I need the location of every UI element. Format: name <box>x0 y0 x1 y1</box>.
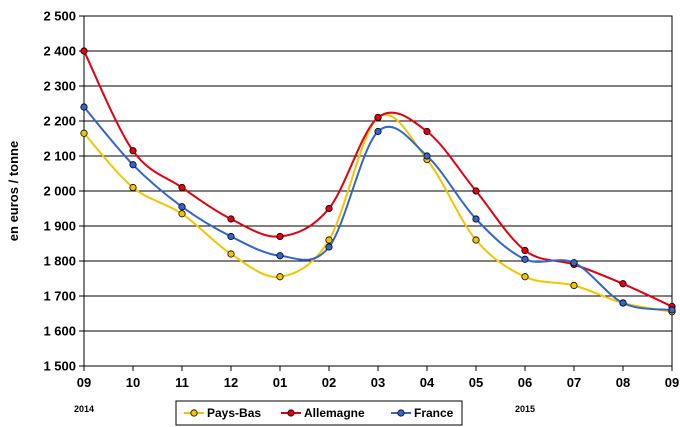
x-tick-label: 02 <box>322 375 336 390</box>
x-tick-label: 05 <box>469 375 483 390</box>
y-tick-label: 2 200 <box>43 114 76 129</box>
y-tick-label: 2 300 <box>43 79 76 94</box>
data-point <box>325 204 333 213</box>
data-point <box>227 232 235 241</box>
data-point <box>521 255 529 263</box>
data-point <box>472 187 480 195</box>
y-axis: 1 500 1 600 1 700 1 800 1 900 2 000 2 100 2 200… <box>43 9 84 374</box>
legend-swatch-marker <box>397 409 405 417</box>
data-point <box>178 210 186 218</box>
data-point <box>374 113 382 122</box>
data-point <box>472 236 480 244</box>
series-france <box>80 103 676 314</box>
data-point <box>276 232 284 241</box>
x-tick-label: 09 <box>77 375 91 390</box>
x-tick-label: 07 <box>567 375 581 390</box>
legend-swatch-marker <box>190 409 198 417</box>
x-tick-label: 08 <box>616 375 630 390</box>
data-point <box>521 273 529 281</box>
data-point <box>227 250 235 258</box>
data-point <box>374 127 382 136</box>
x-tick-label: 11 <box>175 375 189 390</box>
data-point <box>276 252 284 260</box>
data-point <box>668 306 676 314</box>
y-tick-label: 1 700 <box>43 289 76 304</box>
data-point <box>423 127 431 136</box>
x-axis: 09 10 11 12 01 02 03 04 05 06 07 08 09 2014 2015 <box>74 366 679 414</box>
y-tick-label: 1 600 <box>43 324 76 339</box>
data-point <box>80 47 88 55</box>
legend-box <box>175 400 463 426</box>
y-tick-label: 2 100 <box>43 149 76 164</box>
legend-item: Pays-Bas <box>184 406 261 420</box>
x-tick-label: 04 <box>420 375 435 390</box>
grid-lines <box>84 15 672 367</box>
x-tick-label: 10 <box>126 375 140 390</box>
series-pays-bas <box>80 113 676 316</box>
data-point <box>80 129 88 137</box>
x-tick-label: 09 <box>665 375 679 390</box>
data-point <box>178 183 186 192</box>
legend-item: France <box>391 406 454 420</box>
series-line <box>83 113 673 313</box>
y-tick-label: 2 000 <box>43 184 76 199</box>
y-tick-label: 1 900 <box>43 219 76 234</box>
x-tick-label: 06 <box>518 375 532 390</box>
data-point <box>619 299 627 307</box>
data-point <box>80 103 88 111</box>
y-tick-label: 2 500 <box>43 9 76 24</box>
series-layer <box>80 47 676 316</box>
data-point <box>619 280 627 288</box>
x-tick-label: 01 <box>273 375 287 390</box>
data-point <box>178 203 186 211</box>
legend-label: Pays-Bas <box>207 406 261 420</box>
data-point <box>570 259 578 267</box>
y-tick-label: 1 800 <box>43 254 76 269</box>
data-point <box>129 147 137 155</box>
x-tick-label: 03 <box>371 375 385 390</box>
legend-label: Allemagne <box>304 406 365 420</box>
year-label: 2015 <box>515 404 535 414</box>
legend-label: France <box>414 406 454 420</box>
data-point <box>129 183 137 192</box>
data-point <box>276 273 284 281</box>
y-axis-label: en euros / tonne <box>6 141 21 241</box>
data-point <box>325 236 333 244</box>
legend-swatch-marker <box>287 409 295 417</box>
data-point <box>472 215 480 223</box>
y-tick-label: 2 400 <box>43 44 76 59</box>
data-point <box>129 161 137 169</box>
x-tick-label: 12 <box>224 375 238 390</box>
y-tick-label: 1 500 <box>43 359 76 374</box>
legend: Pays-Bas Allemagne France <box>175 400 463 426</box>
legend-item: Allemagne <box>281 406 365 420</box>
year-label: 2014 <box>74 404 94 414</box>
data-point <box>423 152 431 160</box>
data-point <box>570 281 578 290</box>
data-point <box>325 243 333 251</box>
data-point <box>227 215 235 223</box>
data-point <box>521 246 529 255</box>
